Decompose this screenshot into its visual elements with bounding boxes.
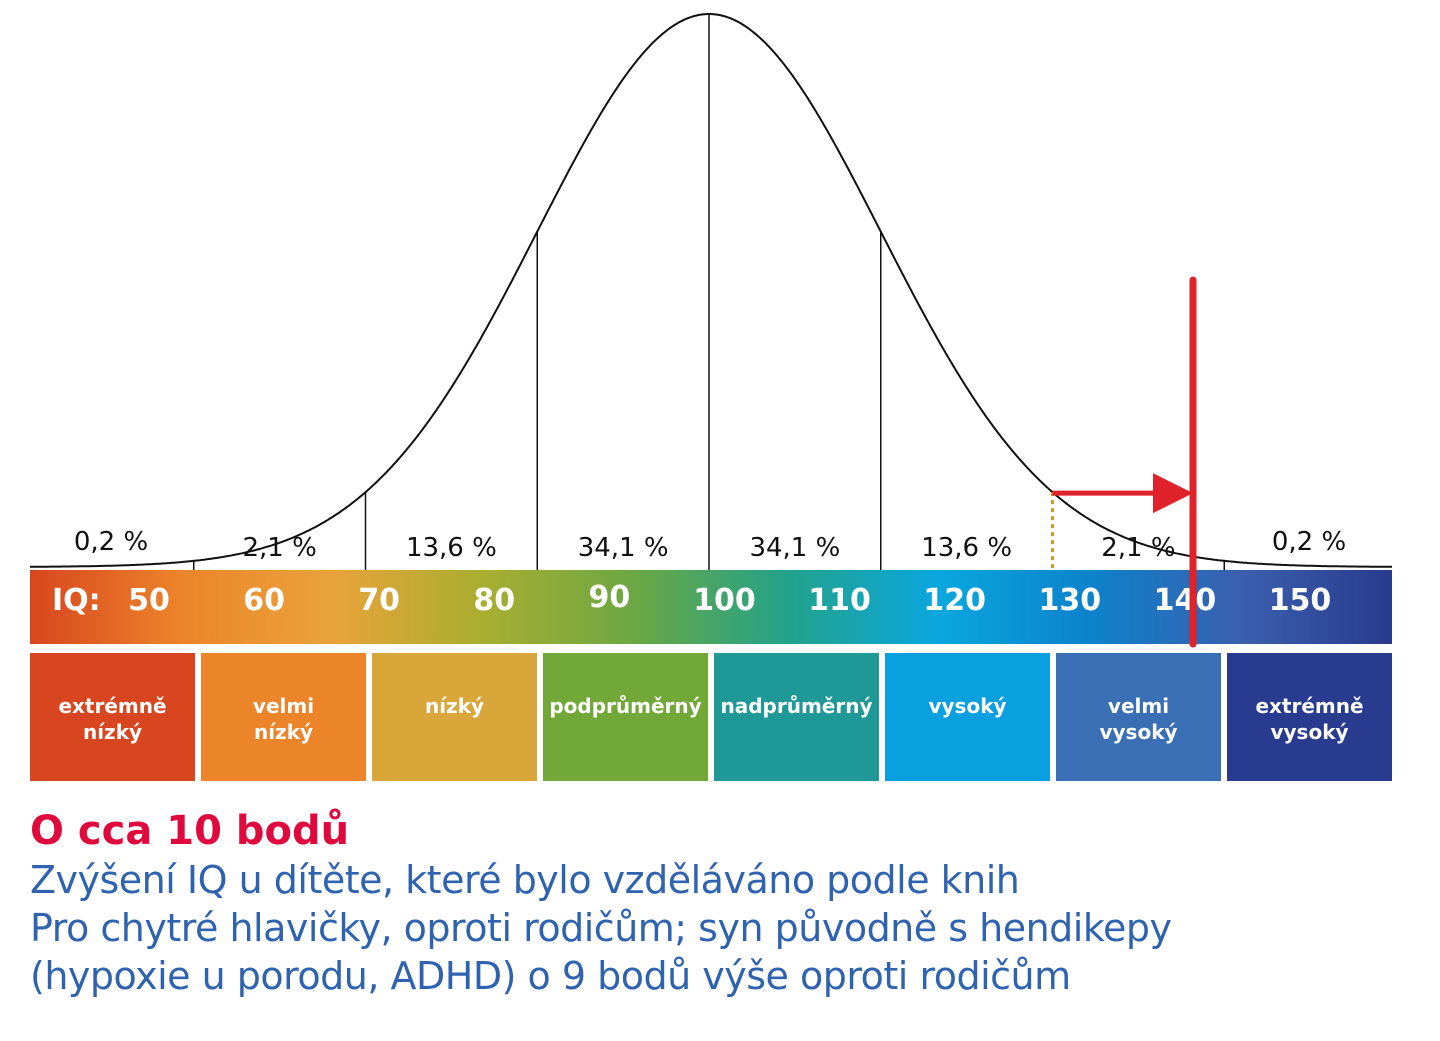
category-box-3 — [372, 653, 537, 781]
iq-tick-label-100: 100 — [693, 583, 756, 618]
iq-tick-label-50: 50 — [128, 583, 170, 618]
category-box-8 — [1227, 653, 1392, 781]
category-label-7-2: vysoký — [1099, 720, 1177, 744]
category-box-4 — [543, 653, 708, 781]
category-box-6 — [885, 653, 1050, 781]
iq-scale-bar — [30, 570, 1392, 644]
segment-percentage-5: 34,1 % — [749, 533, 840, 563]
category-label-1-1: extrémně — [58, 694, 166, 718]
bell-curve — [30, 13, 1392, 568]
category-label-5-1: nadprůměrný — [720, 694, 872, 718]
caption-line-3: (hypoxie u porodu, ADHD) o 9 bodů výše o… — [30, 954, 1071, 998]
caption-line-1: Zvýšení IQ u dítěte, které bylo vzdělává… — [30, 858, 1020, 902]
segment-percentage-7: 2,1 % — [1101, 533, 1175, 563]
segment-percentage-6: 13,6 % — [921, 533, 1012, 563]
iq-axis-label: IQ: — [52, 583, 101, 618]
category-label-2-1: velmi — [253, 694, 314, 718]
caption-block: O cca 10 bodů Zvýšení IQ u dítěte, které… — [30, 806, 1430, 1000]
segment-percentage-3: 13,6 % — [406, 533, 497, 563]
category-label-7-1: velmi — [1108, 694, 1169, 718]
category-label-3-1: nízký — [425, 694, 484, 718]
segment-percentage-2: 2,1 % — [242, 533, 316, 563]
segment-percentage-4: 34,1 % — [578, 533, 669, 563]
category-label-8-2: vysoký — [1270, 720, 1348, 744]
iq-tick-label-110: 110 — [808, 583, 871, 618]
category-label-8-1: extrémně — [1255, 694, 1363, 718]
iq-tick-label-90: 90 — [589, 580, 631, 615]
segment-percentage-1: 0,2 % — [74, 527, 148, 557]
caption-headline: O cca 10 bodů — [30, 808, 350, 854]
category-box-5 — [714, 653, 879, 781]
iq-tick-label-60: 60 — [243, 583, 285, 618]
iq-tick-label-120: 120 — [923, 583, 986, 618]
category-box-7 — [1056, 653, 1221, 781]
category-box-2 — [201, 653, 366, 781]
iq-tick-label-70: 70 — [358, 583, 400, 618]
iq-distribution-chart: 0,2 % 2,1 % 13,6 % 34,1 % 34,1 % 13,6 % 2,1 % 0… — [30, 13, 1392, 781]
iq-tick-label-80: 80 — [473, 583, 515, 618]
segment-percentage-8: 0,2 % — [1272, 527, 1346, 557]
caption-line-2: Pro chytré hlavičky, oproti rodičům; syn… — [30, 906, 1172, 950]
category-label-6-1: vysoký — [928, 694, 1006, 718]
category-label-1-2: nízký — [83, 720, 142, 744]
iq-tick-label-130: 130 — [1038, 583, 1101, 618]
category-box-1 — [30, 653, 195, 781]
iq-tick-label-140: 140 — [1154, 583, 1217, 618]
category-label-2-2: nízký — [254, 720, 313, 744]
category-label-4-1: podprůměrný — [549, 694, 701, 718]
iq-tick-label-150: 150 — [1269, 583, 1332, 618]
